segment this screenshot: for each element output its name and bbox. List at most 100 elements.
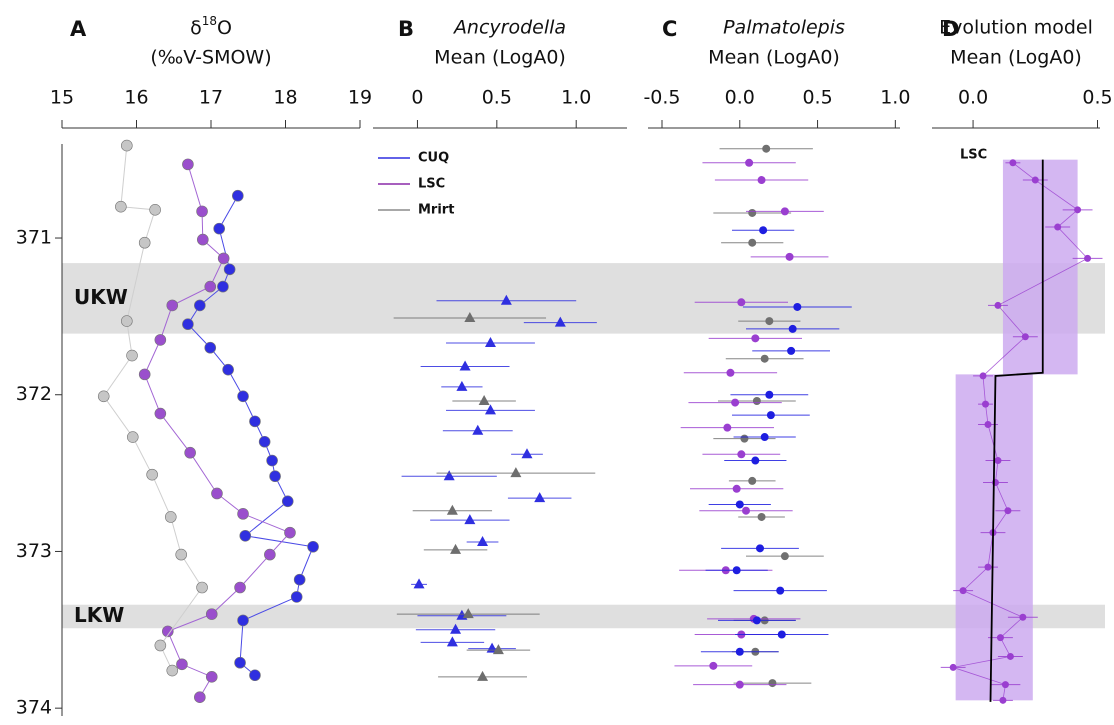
series-line [103, 145, 203, 671]
panel-title: Palmatolepis [723, 17, 845, 39]
data-point [115, 200, 127, 213]
data-point [751, 334, 760, 343]
data-point [232, 189, 244, 202]
data-point [996, 634, 1004, 642]
data-point [760, 354, 769, 363]
data-point [742, 506, 750, 515]
data-point [121, 139, 133, 152]
data-point [237, 390, 249, 403]
data-point [1031, 176, 1039, 184]
panel-title: Evolution model [939, 17, 1093, 39]
data-point [164, 511, 177, 523]
data-point [196, 581, 208, 594]
data-point [484, 337, 496, 348]
data-point [748, 208, 757, 217]
data-point [205, 608, 218, 620]
data-point [462, 608, 474, 619]
legend-label: Mrirt [418, 203, 454, 218]
data-point [752, 616, 761, 625]
data-point [984, 563, 992, 571]
panel-subtitle: Mean (LogA0) [708, 47, 840, 69]
data-point [166, 664, 179, 677]
data-point [752, 397, 761, 406]
data-point [748, 476, 757, 485]
panel-letter: D [942, 17, 959, 41]
data-point [217, 280, 229, 293]
data-point [176, 658, 188, 671]
data-point [534, 492, 546, 503]
data-point [269, 470, 281, 483]
data-point [787, 346, 796, 355]
data-point [161, 625, 174, 638]
data-point [709, 661, 718, 670]
data-point [196, 205, 208, 218]
x-tick-label: 0.0 [958, 87, 988, 109]
data-point [768, 679, 777, 688]
data-point [184, 446, 196, 459]
data-point [759, 226, 768, 235]
series-label: LSC [960, 148, 987, 163]
data-point [413, 578, 425, 589]
legend-label: CUQ [418, 151, 449, 166]
data-point [149, 204, 161, 216]
y-tick-label: 373 [16, 540, 52, 562]
data-point [748, 238, 757, 247]
data-point [500, 294, 512, 305]
data-point [737, 450, 746, 459]
panel-subtitle: Mean (LogA0) [950, 47, 1082, 69]
data-point [249, 669, 261, 682]
data-point [211, 487, 223, 500]
data-point [204, 280, 217, 293]
data-point [731, 398, 740, 407]
data-point [204, 341, 217, 354]
data-point [194, 299, 206, 312]
band-label: LKW [74, 603, 124, 627]
data-point [510, 467, 522, 478]
data-point [126, 431, 139, 443]
data-point [443, 470, 455, 481]
x-tick-label: 0 [411, 87, 423, 109]
data-point [472, 424, 484, 435]
data-point [194, 691, 206, 703]
data-point [121, 315, 133, 327]
data-point [994, 301, 1002, 309]
data-point [284, 526, 296, 539]
panel-title: δ18O [190, 14, 232, 39]
data-point [788, 324, 797, 333]
panel-title: Ancyrodella [452, 17, 566, 39]
data-point [258, 435, 271, 448]
data-point [464, 514, 476, 525]
data-point [756, 544, 764, 553]
data-point [492, 644, 504, 655]
data-point [776, 586, 785, 595]
data-point [154, 639, 167, 652]
data-point [459, 360, 471, 371]
data-point [723, 423, 732, 432]
data-point [757, 176, 766, 185]
data-point [478, 395, 490, 406]
data-point [765, 317, 774, 326]
data-point [138, 236, 151, 249]
data-point [237, 508, 249, 520]
data-point [959, 587, 967, 595]
data-point [1004, 507, 1012, 515]
data-point [197, 233, 209, 246]
data-point [760, 433, 769, 442]
title-sup: 18 [202, 14, 217, 28]
data-point [751, 456, 760, 465]
data-point [182, 318, 194, 331]
data-point [979, 372, 987, 380]
data-point [984, 421, 992, 429]
data-point [766, 411, 775, 420]
y-tick-label: 371 [16, 227, 52, 249]
data-point [982, 400, 990, 408]
data-point [182, 158, 194, 171]
data-point [217, 252, 230, 265]
x-tick-label: 15 [50, 87, 74, 109]
data-point [222, 363, 234, 376]
data-point [450, 543, 462, 554]
data-point [1074, 206, 1082, 214]
data-point [166, 299, 179, 312]
data-point [293, 573, 306, 586]
data-point [266, 454, 278, 467]
